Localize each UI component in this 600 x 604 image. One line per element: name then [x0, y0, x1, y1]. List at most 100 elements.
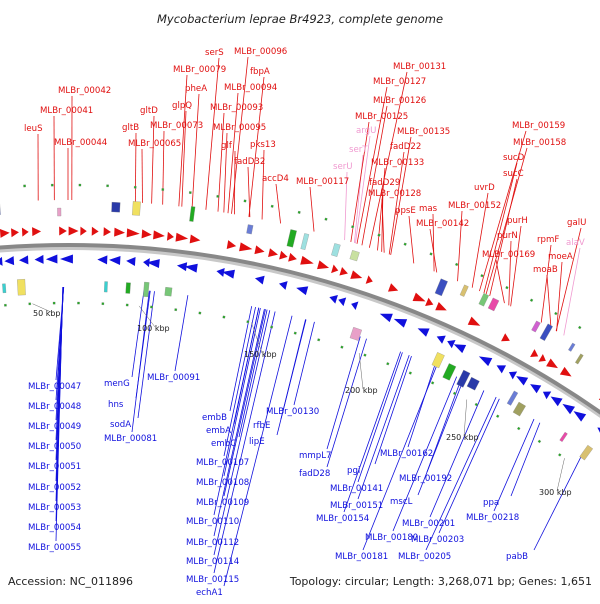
gene-label-forward: fadD22 — [390, 142, 421, 152]
reverse-gene-arrow — [447, 340, 455, 348]
feature-box — [443, 363, 456, 380]
genome-map-svg: 50 kbp100 kbp150 kbp200 kbp250 kbp300 kb… — [0, 0, 600, 600]
tick-mark — [53, 302, 55, 304]
gene-label-reverse: MLBr_00053 — [28, 503, 81, 513]
gene-label-reverse: menG — [104, 379, 130, 389]
feature-box — [126, 283, 131, 294]
reverse-gene-arrow — [380, 314, 393, 322]
gene-label-reverse: MLBr_00201 — [402, 519, 455, 529]
feature-box — [301, 233, 309, 249]
gene-label-forward: MLBr_00125 — [355, 112, 408, 122]
gene-label-reverse: embB — [202, 413, 227, 423]
tick-mark — [378, 234, 381, 237]
tick-mark — [199, 312, 202, 315]
gene-label-reverse: MLBr_00151 — [330, 501, 383, 511]
reverse-gene-arrow — [573, 411, 586, 422]
gene-label-forward: MLBr_00042 — [58, 86, 111, 96]
tick-mark — [4, 304, 6, 306]
feature-box — [246, 225, 253, 235]
gene-label-reverse: MLBr_00130 — [266, 407, 319, 417]
gene-label-reverse: MLBr_00108 — [196, 478, 249, 488]
gene-label-forward: MLBr_00093 — [210, 103, 263, 113]
feature-box — [104, 281, 107, 292]
accession-text: Accession: NC_011896 — [8, 575, 133, 588]
reverse-gene-arrow — [329, 295, 338, 304]
reverse-gene-arrow — [0, 257, 3, 266]
reverse-gene-arrow — [35, 255, 44, 264]
tick-mark — [455, 263, 458, 266]
reverse-gene-arrow — [437, 336, 446, 344]
kbp-label: 250 kbp — [446, 433, 479, 442]
gene-label-reverse: MLBr_00048 — [28, 402, 81, 412]
feature-box — [189, 206, 195, 221]
tick-mark — [79, 184, 81, 186]
gene-label-forward: serT — [349, 145, 368, 155]
gene-label-forward: MLBr_00135 — [397, 127, 450, 137]
forward-gene-arrow — [546, 359, 558, 369]
gene-label-reverse: MLBr_00081 — [104, 434, 157, 444]
gene-label-reverse: MLBr_00052 — [28, 483, 81, 493]
gene-label-reverse: MLBr_00112 — [186, 538, 239, 548]
forward-gene-arrow — [317, 260, 329, 269]
tick-mark — [162, 188, 164, 190]
feature-box — [132, 201, 140, 215]
gene-label-forward: MLBr_00142 — [416, 219, 469, 229]
gene-label-reverse: MLBr_00154 — [316, 514, 369, 524]
reverse-gene-arrow — [562, 404, 575, 414]
gene-label-forward: MLBr_00158 — [513, 138, 566, 148]
forward-gene-arrow — [435, 302, 447, 310]
feature-box — [0, 202, 1, 215]
tick-mark — [538, 440, 541, 443]
reverse-gene-arrow — [418, 328, 430, 336]
gene-label-forward: leuS — [24, 124, 43, 134]
gene-label-reverse: MLBr_00091 — [147, 373, 200, 383]
forward-gene-arrow — [239, 242, 252, 251]
tick-mark — [554, 312, 557, 315]
forward-gene-arrow — [153, 230, 165, 239]
gene-label-reverse: embA — [206, 426, 231, 436]
gene-label-reverse: MLBr_00114 — [186, 557, 239, 567]
leader-line — [232, 57, 248, 214]
gene-label-reverse: MLBr_00051 — [28, 462, 81, 472]
reverse-gene-arrow — [109, 256, 120, 265]
forward-gene-arrow — [288, 253, 297, 262]
gene-label-forward: glf — [221, 141, 233, 151]
leader-line — [327, 339, 367, 467]
gene-label-reverse: embC — [211, 439, 236, 449]
reverse-gene-arrow — [338, 298, 346, 307]
kbp-tick-line — [557, 458, 565, 491]
tick-mark — [430, 253, 433, 256]
gene-label-forward: gltD — [140, 106, 158, 116]
feature-box — [432, 352, 445, 368]
gene-label-forward: argU — [356, 126, 376, 136]
reverse-gene-arrow — [509, 371, 517, 379]
gene-label-reverse: pgi — [347, 466, 360, 476]
kbp-label: 300 kbp — [539, 488, 572, 497]
forward-gene-arrow — [560, 367, 572, 377]
gene-label-forward: MLBr_00128 — [368, 189, 421, 199]
tick-mark — [244, 200, 247, 203]
gene-label-reverse: MLBr_00055 — [28, 543, 81, 553]
feature-box — [435, 279, 448, 296]
tick-mark — [126, 304, 128, 306]
tick-mark — [106, 185, 108, 187]
reverse-gene-arrow — [351, 302, 358, 311]
gene-label-reverse: ppa — [483, 498, 499, 508]
tick-mark — [294, 332, 297, 335]
tick-mark — [386, 362, 389, 365]
tick-mark — [150, 306, 152, 308]
gene-label-forward: fbpA — [250, 67, 270, 77]
leader-line — [408, 366, 435, 447]
reverse-gene-arrow — [279, 281, 288, 290]
forward-gene-arrow — [92, 227, 99, 236]
tick-mark — [223, 316, 226, 319]
gene-label-forward: moaB — [533, 265, 558, 275]
forward-gene-arrow — [425, 298, 433, 306]
forward-gene-arrow — [254, 245, 264, 254]
tick-mark — [175, 308, 177, 310]
kbp-tick-line — [359, 353, 363, 389]
leader-line — [277, 319, 306, 435]
forward-gene-arrow — [279, 251, 287, 260]
leader-line — [276, 184, 281, 223]
gene-label-reverse: lipE — [249, 437, 265, 447]
